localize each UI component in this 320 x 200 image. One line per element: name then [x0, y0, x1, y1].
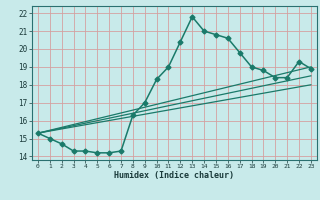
X-axis label: Humidex (Indice chaleur): Humidex (Indice chaleur)	[115, 171, 234, 180]
